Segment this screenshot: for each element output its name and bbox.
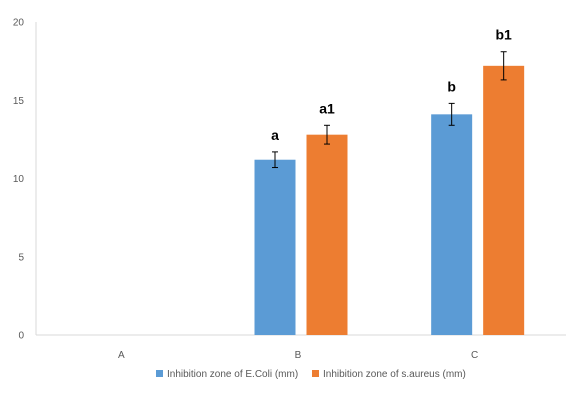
legend: Inhibition zone of E.Coli (mm) Inhibition… <box>156 369 466 380</box>
x-tick-label: B <box>295 350 302 361</box>
bar <box>306 134 348 335</box>
legend-swatch <box>156 370 163 377</box>
legend-swatch <box>312 370 319 377</box>
error-bars <box>272 51 507 169</box>
x-tick-labels: A B C <box>118 350 478 361</box>
y-tick-label: 20 <box>13 18 25 29</box>
data-label: a1 <box>319 100 335 116</box>
bar <box>483 65 525 335</box>
data-label: b1 <box>495 27 512 43</box>
data-label: a <box>271 127 279 143</box>
bar-series <box>254 65 525 336</box>
x-tick-label: A <box>118 350 125 361</box>
bar <box>254 159 296 335</box>
y-tick-labels: 0 5 10 15 20 <box>13 18 25 342</box>
bar <box>431 114 473 336</box>
y-tick-label: 10 <box>13 174 25 185</box>
x-tick-label: C <box>471 350 478 361</box>
y-tick-label: 0 <box>18 331 24 342</box>
y-tick-label: 15 <box>13 96 25 107</box>
y-tick-label: 5 <box>18 252 24 263</box>
legend-label: Inhibition zone of s.aureus (mm) <box>323 369 466 380</box>
data-label: b <box>447 78 456 94</box>
data-labels: a b a1 b1 <box>271 27 512 143</box>
legend-label: Inhibition zone of E.Coli (mm) <box>167 369 298 380</box>
